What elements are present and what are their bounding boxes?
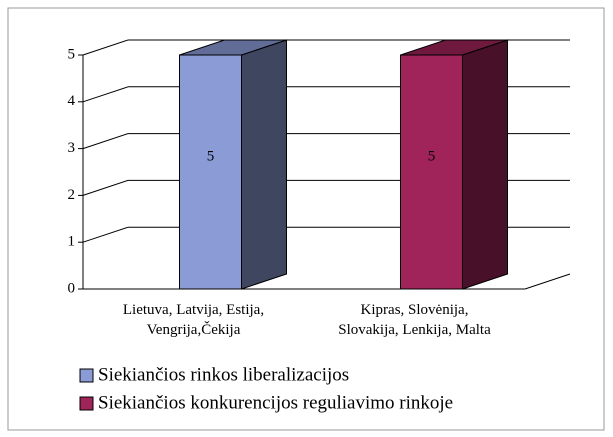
y-tick-label: 5 xyxy=(68,46,76,62)
bar-side xyxy=(241,39,287,290)
x-tick-label-line: Vengrija,Čekija xyxy=(147,321,241,338)
bar xyxy=(179,54,242,290)
grid-line xyxy=(82,226,129,243)
x-tick-label-line: Kipras, Slovėnija, xyxy=(361,302,469,318)
legend-label: Siekiančios rinkos liberalizacijos xyxy=(98,364,349,385)
legend-label: Siekiančios konkurencijos reguliavimo ri… xyxy=(98,392,453,413)
y-tick-label: 4 xyxy=(68,93,76,109)
x-tick-label: Kipras, Slovėnija, Slovakija, Lenkija, Ma… xyxy=(338,302,491,338)
grid-line xyxy=(82,133,129,150)
y-tick-label: 0 xyxy=(68,280,76,296)
data-label: 5 xyxy=(207,148,215,164)
x-tick-label-line: Lietuva, Latvija, Estija, xyxy=(123,302,264,318)
bar-side xyxy=(462,39,508,290)
y-tick-label: 2 xyxy=(68,187,76,203)
data-label: 5 xyxy=(428,148,436,164)
floor-edge xyxy=(524,273,571,290)
grid-line xyxy=(82,86,129,103)
x-tick-label-line: Slovakija, Lenkija, Malta xyxy=(338,322,491,338)
grid-line xyxy=(82,179,129,196)
y-tick-label: 3 xyxy=(68,140,76,156)
bar xyxy=(400,54,463,290)
legend-swatch xyxy=(79,396,94,411)
y-tick-label: 1 xyxy=(68,234,76,250)
x-tick-label: Lietuva, Latvija, Estija, Vengrija,Čekija xyxy=(123,302,264,338)
legend-swatch xyxy=(79,368,94,383)
grid-line xyxy=(82,39,129,56)
